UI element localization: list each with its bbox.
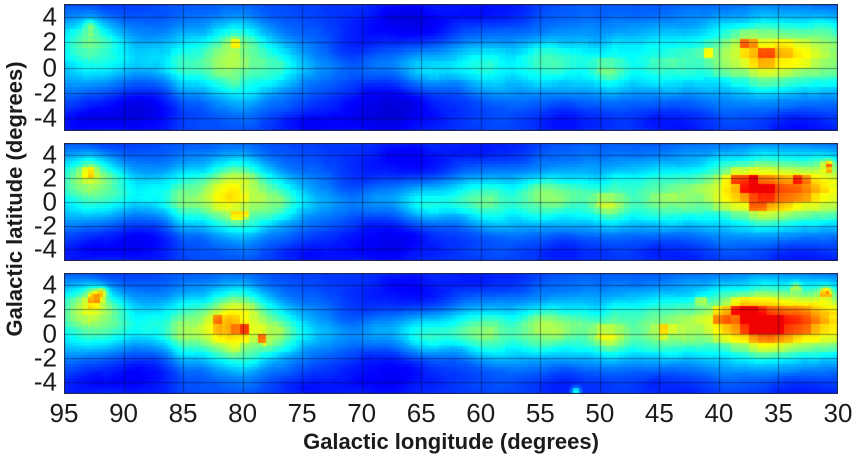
x-tick-label: 50 xyxy=(585,398,615,428)
y-tick-label: 4 xyxy=(42,1,57,32)
y-tick-label: 2 xyxy=(42,26,57,57)
heatmap-panel-2 xyxy=(64,143,838,261)
y-tick-label: 4 xyxy=(42,139,57,170)
y-tick-label: 2 xyxy=(42,162,57,193)
x-tick-label: 55 xyxy=(525,398,555,428)
heatmap-panel-1 xyxy=(64,4,838,131)
y-tick-label: -4 xyxy=(33,233,57,264)
y-axis-title: Galactic latitude (degrees) xyxy=(2,61,27,337)
x-tick-label: 65 xyxy=(406,398,436,428)
x-tick-label: 70 xyxy=(347,398,377,428)
y-tick-label: -2 xyxy=(33,342,57,373)
x-tick-label: 35 xyxy=(763,398,793,428)
y-tick-label: -2 xyxy=(33,77,57,108)
y-tick-label: 2 xyxy=(42,293,57,324)
x-axis-title: Galactic longitude (degrees) xyxy=(303,429,599,454)
x-tick-label: 95 xyxy=(49,398,79,428)
y-tick-label: 0 xyxy=(42,52,57,82)
x-tick-label: 85 xyxy=(168,398,198,428)
x-tick-label: 30 xyxy=(823,398,853,428)
y-tick-label: 0 xyxy=(42,186,57,217)
y-tick-label: -2 xyxy=(33,210,57,241)
heatmap-panel-3 xyxy=(64,273,838,394)
y-tick-label: 0 xyxy=(42,318,57,348)
x-tick-label: 45 xyxy=(644,398,674,428)
x-tick-label: 40 xyxy=(704,398,734,428)
y-tick-label: -4 xyxy=(33,102,57,133)
x-tick-label: 90 xyxy=(109,398,138,428)
x-tick-label: 60 xyxy=(466,398,496,428)
x-tick-label: 80 xyxy=(228,398,258,428)
y-tick-label: -4 xyxy=(33,366,57,397)
x-tick-label: 75 xyxy=(287,398,317,428)
y-tick-label: 4 xyxy=(42,269,57,300)
